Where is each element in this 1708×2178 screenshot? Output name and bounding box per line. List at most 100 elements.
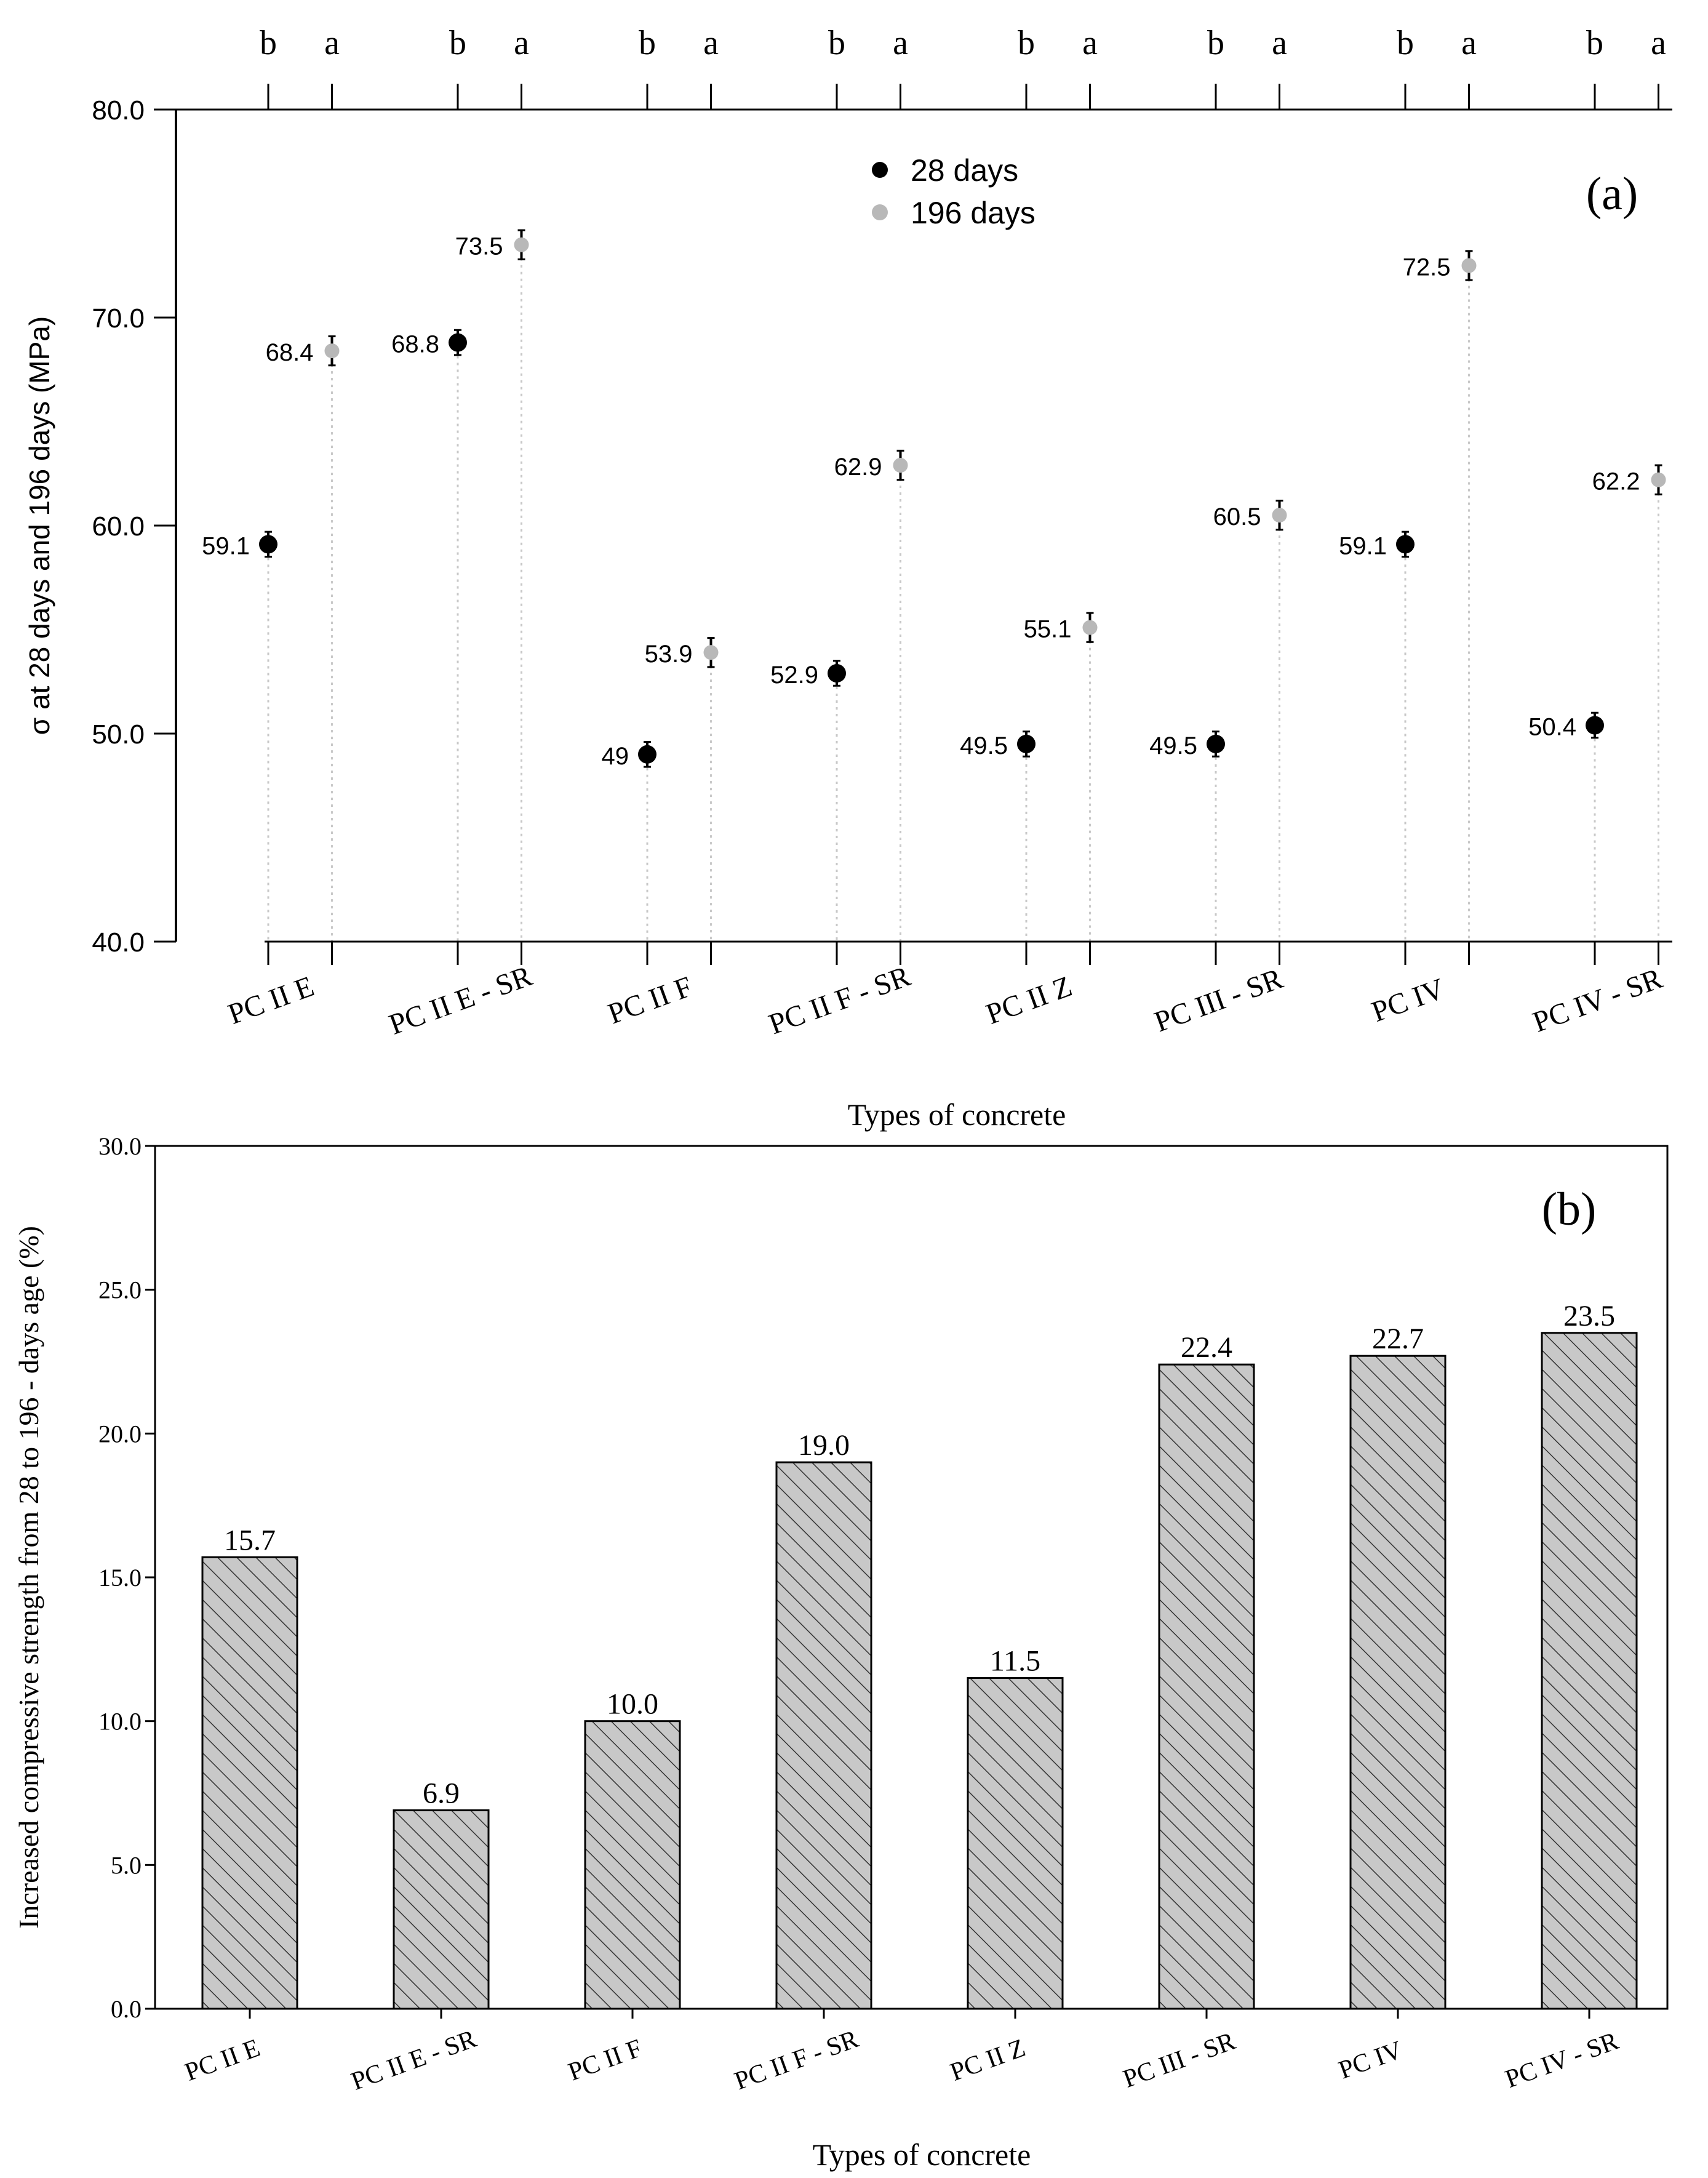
category-label: PC II E [181, 2034, 263, 2087]
top-tick-label: a [893, 24, 908, 62]
top-tick-label: a [1651, 24, 1666, 62]
top-tick-label: b [260, 24, 277, 62]
top-tick-label: a [514, 24, 529, 62]
y-tick-label: 5.0 [111, 1851, 142, 1879]
y-axis-title: σ at 28 days and 196 days (MPa) [23, 316, 55, 735]
x-axis-title: Types of concrete [848, 1097, 1066, 1132]
top-tick-label: a [703, 24, 719, 62]
bar-value-label: 10.0 [607, 1688, 658, 1721]
category-guide-lines [267, 244, 1659, 942]
category-label: PC II F [565, 2034, 646, 2087]
bar [201, 1556, 298, 2010]
category-label: PC IV - SR [1528, 962, 1666, 1039]
point-28-days [1396, 535, 1415, 554]
chart-b: 0.0 5.0 10.0 15.0 20.0 25.0 30.0 15.7 6.9 10.0 19… [13, 1132, 1669, 2172]
data-label: 59.1 [202, 532, 250, 559]
legend-marker-28-days [872, 162, 888, 178]
top-tick-label: b [1586, 24, 1603, 62]
data-label: 49.5 [960, 732, 1008, 759]
category-label: PC II E - SR [348, 2025, 480, 2096]
top-tick-label: a [1461, 24, 1477, 62]
panel-label-b: (b) [1542, 1183, 1597, 1235]
category-label: PC IV [1367, 972, 1448, 1028]
point-196-days [1272, 508, 1287, 523]
top-tick-label: b [639, 24, 656, 62]
top-tick-label: a [1082, 24, 1098, 62]
bar [775, 1461, 872, 2010]
y-tick-label: 10.0 [98, 1708, 142, 1736]
point-196-days [703, 645, 719, 660]
data-label: 49 [602, 743, 629, 770]
bar-value-label: 19.0 [798, 1429, 850, 1462]
bar-value-label: 15.7 [224, 1524, 276, 1556]
point-28-days [828, 663, 846, 683]
y-tick-label: 70.0 [92, 303, 145, 334]
point-196-days [1082, 620, 1098, 635]
category-label: PC IV - SR [1502, 2027, 1622, 2094]
bar-value-label: 11.5 [990, 1645, 1040, 1678]
category-label: PC III - SR [1150, 962, 1287, 1038]
point-28-days [1207, 734, 1225, 753]
category-label: PC IV [1335, 2036, 1407, 2085]
y-tick-label: 80.0 [92, 95, 145, 126]
category-label: PC III - SR [1119, 2027, 1239, 2094]
y-tick-label: 0.0 [111, 1995, 142, 2023]
y-tick-label: 20.0 [98, 1420, 142, 1447]
top-tick-label: b [828, 24, 845, 62]
bar [1349, 1355, 1447, 2010]
data-label: 50.4 [1528, 713, 1576, 740]
point-196-days [893, 457, 908, 473]
y-tick-label: 25.0 [98, 1276, 142, 1304]
y-tick-label: 60.0 [92, 511, 145, 542]
bar [393, 1809, 490, 2010]
top-tick-label: a [324, 24, 340, 62]
category-label: PC II Z [982, 970, 1076, 1031]
point-28-days [259, 535, 277, 554]
data-label: 62.2 [1592, 468, 1640, 495]
chart-a: 40.0 50.0 60.0 70.0 80.0 b a b a b a b a b a b a b a b a PC… [23, 24, 1672, 1132]
bar-value-label: 22.7 [1372, 1323, 1424, 1355]
legend-label-28-days: 28 days [911, 153, 1018, 188]
top-tick-label: a [1272, 24, 1287, 62]
bar [584, 1720, 681, 2010]
data-label: 55.1 [1024, 616, 1072, 643]
panel-label-a: (a) [1586, 168, 1638, 220]
bar [1541, 1332, 1638, 2010]
y-axis-title: Increased compressive strength from 28 t… [13, 1226, 44, 1929]
x-tick-labels: PC II E PC II E - SR PC II F PC II F - SR PC… [181, 2009, 1622, 2096]
top-tick-label: b [1397, 24, 1414, 62]
y-axis-ticks: 40.0 50.0 60.0 70.0 80.0 [92, 95, 176, 958]
bar-value-label: 6.9 [423, 1777, 460, 1810]
y-tick-label: 50.0 [92, 719, 145, 750]
bar [967, 1677, 1064, 2010]
data-label: 62.9 [834, 454, 882, 481]
point-196-days [514, 237, 529, 252]
data-label: 52.9 [770, 662, 818, 689]
category-label: PC II F - SR [731, 2025, 862, 2096]
category-label: PC II F - SR [765, 959, 915, 1041]
point-196-days [1461, 258, 1477, 273]
data-label: 53.9 [645, 641, 693, 668]
x-axis-ticks [267, 942, 1659, 965]
data-label: 68.4 [266, 339, 314, 366]
legend-marker-196-days [872, 204, 888, 220]
point-28-days [638, 745, 656, 764]
category-label: PC II E - SR [385, 959, 536, 1041]
point-196-days [324, 343, 340, 359]
x-axis-title: Types of concrete [813, 2137, 1031, 2172]
bar-value-label: 22.4 [1181, 1331, 1232, 1364]
data-label: 49.5 [1149, 732, 1197, 759]
y-tick-label: 30.0 [98, 1132, 142, 1160]
data-label: 73.5 [455, 233, 503, 260]
point-196-days [1651, 472, 1666, 487]
point-28-days [1017, 734, 1036, 753]
data-label: 59.1 [1339, 532, 1387, 559]
bar-value-label: 23.5 [1563, 1300, 1615, 1332]
top-tick-label: b [1018, 24, 1035, 62]
top-tick-label: b [1207, 24, 1224, 62]
y-tick-label: 40.0 [92, 927, 145, 958]
category-label: PC II E [224, 970, 318, 1031]
